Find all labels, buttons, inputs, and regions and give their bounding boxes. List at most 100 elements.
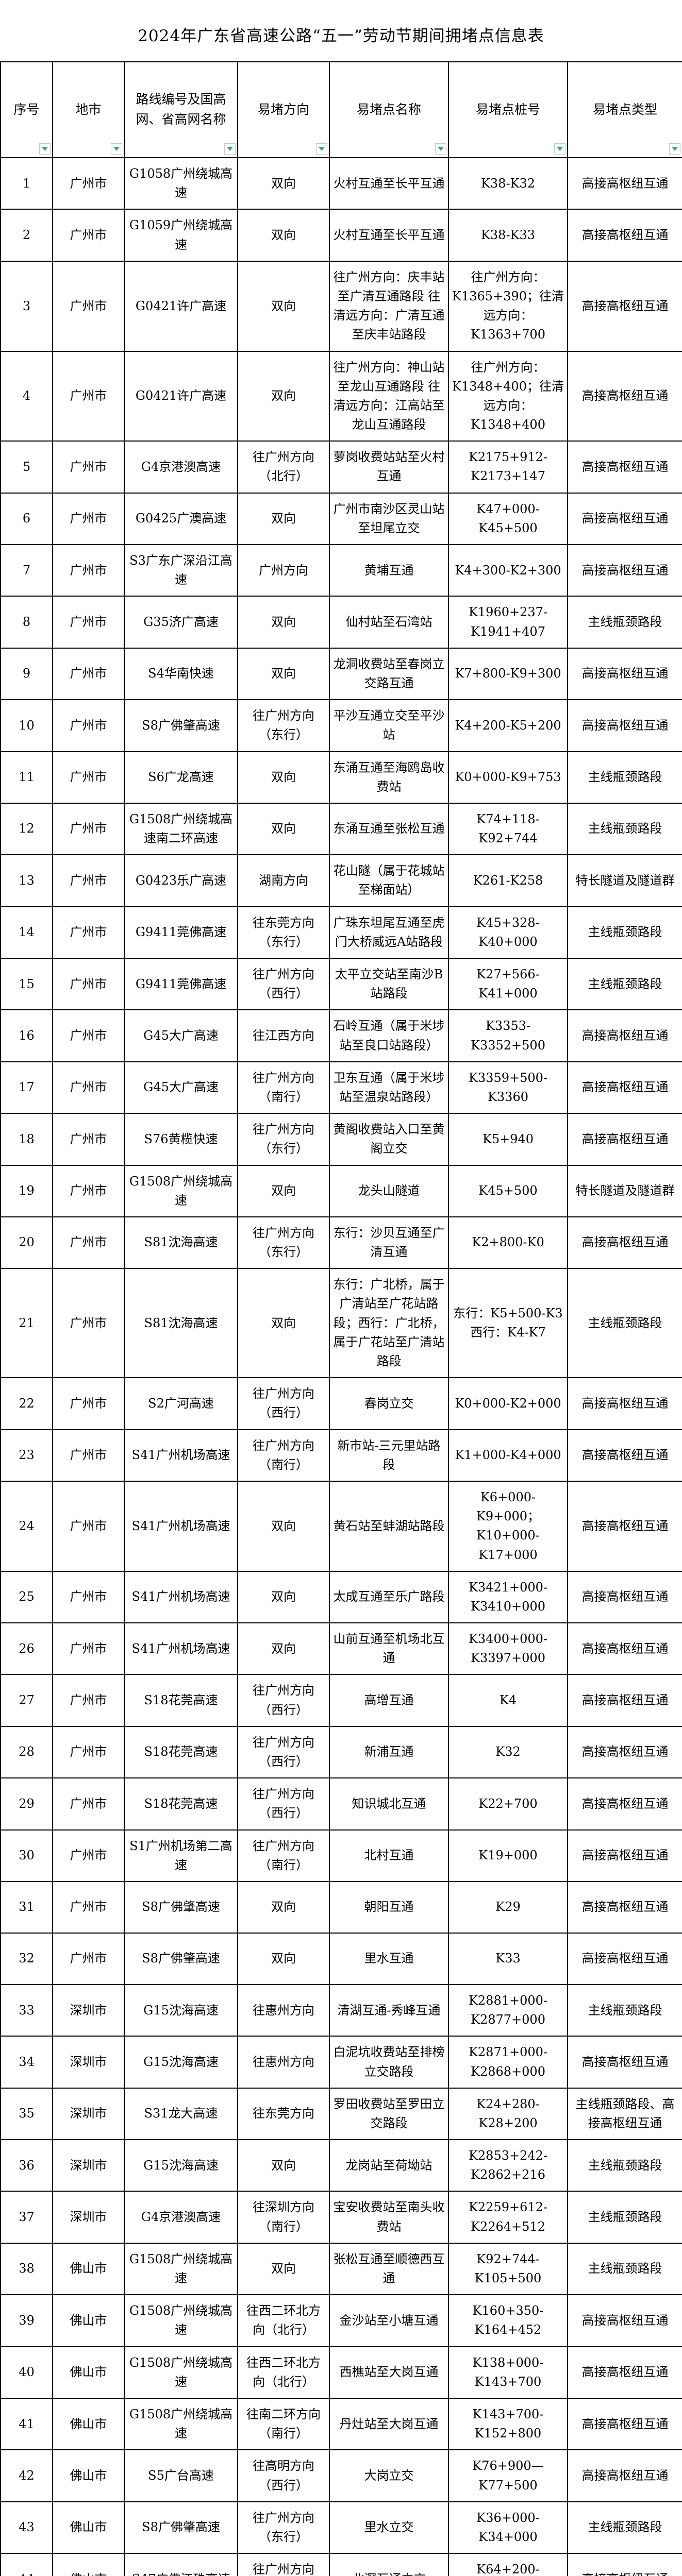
cell-city: 佛山市 bbox=[52, 2346, 125, 2399]
filter-dropdown-icon bbox=[227, 147, 233, 151]
cell-route: S81沈海高速 bbox=[124, 1216, 238, 1269]
cell-city: 广州市 bbox=[52, 492, 125, 546]
table-row: 44佛山市S47广佛江珠高速往广州方向（北行）北滘互通立交K64+200-K62… bbox=[0, 2553, 682, 2576]
filter-button-route[interactable] bbox=[224, 143, 236, 155]
cell-point-type: 特长隧道及隧道群 bbox=[567, 1164, 682, 1217]
cell-route: S81沈海高速 bbox=[124, 1268, 238, 1379]
cell-stake: K92+744-K105+500 bbox=[448, 2242, 568, 2296]
table-row: 33 深圳市 G15沈海高速 往惠州方向 清湖互通-秀峰互通 K2881+000-K287… bbox=[0, 1984, 682, 2037]
table-body: 1 广州市 G1058广州绕城高速 双向 火村互通至长平互通 K38-K32 高接高枢纽互通… bbox=[0, 157, 682, 2576]
filter-button-no[interactable] bbox=[39, 143, 51, 155]
cell-stake: K4 bbox=[448, 1674, 568, 1727]
cell-point-type: 高接高枢纽互通 bbox=[567, 1932, 682, 1985]
cell-point-name: 东行：广北桥，属于广清站至广花站路段；西行：广北桥，属于广花站至广清站路段 bbox=[329, 1268, 449, 1379]
table-row: 26 广州市 S41广州机场高速 双向 山前互通至机场北互通 K3400+000-K339… bbox=[0, 1622, 682, 1675]
cell-city: 广州市 bbox=[52, 350, 125, 442]
cell-stake: K138+000-K143+700 bbox=[448, 2346, 568, 2399]
filter-button-stake[interactable] bbox=[554, 143, 565, 155]
cell-point-name: 里水立交 bbox=[329, 2501, 449, 2554]
cell-city: 广州市 bbox=[52, 1268, 125, 1379]
cell-no: 29 bbox=[0, 1777, 53, 1831]
cell-stake: 往广州方向：K1365+390；往清远方向：K1363+700 bbox=[448, 260, 568, 352]
cell-direction: 往深圳方向（南行） bbox=[237, 2191, 330, 2244]
cell-point-name: 东涌互通至海鸥岛收费站 bbox=[329, 751, 449, 804]
cell-city: 广州市 bbox=[52, 1674, 125, 1727]
cell-point-name: 北村互通 bbox=[329, 1829, 449, 1882]
cell-point-name: 里水互通 bbox=[329, 1932, 449, 1985]
filter-button-point-name[interactable] bbox=[435, 143, 446, 155]
cell-route: S2广河高速 bbox=[124, 1377, 238, 1430]
cell-city: 广州市 bbox=[52, 906, 125, 959]
column-header-label: 序号 bbox=[13, 101, 40, 117]
cell-point-type: 主线瓶颈路段 bbox=[567, 2191, 682, 2244]
cell-direction: 往广州方向（北行） bbox=[237, 2553, 330, 2576]
cell-city: 深圳市 bbox=[52, 2036, 125, 2089]
filter-button-point-type[interactable] bbox=[669, 143, 680, 155]
cell-direction: 双向 bbox=[237, 647, 330, 701]
cell-route: S41广州机场高速 bbox=[124, 1570, 238, 1624]
cell-direction: 双向 bbox=[237, 1932, 330, 1985]
cell-point-name: 春岗立交 bbox=[329, 1377, 449, 1430]
cell-city: 广州市 bbox=[52, 260, 125, 352]
cell-route: S76黄榄快速 bbox=[124, 1113, 238, 1166]
column-header-point-name: 易堵点名称 bbox=[329, 61, 449, 158]
filter-button-direction[interactable] bbox=[316, 143, 327, 155]
cell-no: 2 bbox=[0, 209, 53, 262]
cell-point-type: 主线瓶颈路段 bbox=[567, 1268, 682, 1379]
cell-stake: K74+118-K92+744 bbox=[448, 802, 568, 856]
cell-stake: K1+000-K4+000 bbox=[448, 1429, 568, 1482]
cell-point-type: 主线瓶颈路段 bbox=[567, 802, 682, 856]
table-row: 19 广州市 G1508广州绕城高速 双向 龙头山隧道 K45+500 特长隧道及隧道群 bbox=[0, 1164, 682, 1217]
cell-route: S8广佛肇高速 bbox=[124, 699, 238, 752]
cell-point-type: 高接高枢纽互通 bbox=[567, 492, 682, 546]
cell-no: 21 bbox=[0, 1268, 53, 1379]
cell-no: 24 bbox=[0, 1480, 53, 1572]
cell-route: S6广龙高速 bbox=[124, 751, 238, 804]
cell-route: G1508广州绕城高速南二环高速 bbox=[124, 802, 238, 856]
table-row: 11 广州市 S6广龙高速 双向 东涌互通至海鸥岛收费站 K0+000-K9+753 主线瓶… bbox=[0, 751, 682, 804]
cell-route: S18花莞高速 bbox=[124, 1725, 238, 1779]
filter-dropdown-icon bbox=[113, 147, 120, 151]
cell-route: G1508广州绕城高速 bbox=[124, 2242, 238, 2296]
page-title: 2024年广东省高速公路“五一”劳动节期间拥堵点信息表 bbox=[138, 27, 544, 45]
cell-route: S41广州机场高速 bbox=[124, 1480, 238, 1572]
cell-stake: K32 bbox=[448, 1725, 568, 1779]
cell-direction: 往广州方向（西行） bbox=[237, 1377, 330, 1430]
cell-no: 5 bbox=[0, 440, 53, 494]
cell-point-name: 新市站-三元里站路段 bbox=[329, 1429, 449, 1482]
cell-no: 22 bbox=[0, 1377, 53, 1430]
cell-stake: K2871+000-K2868+000 bbox=[448, 2036, 568, 2089]
cell-direction: 往东莞方向 bbox=[237, 2087, 330, 2141]
cell-route: G15沈海高速 bbox=[124, 1984, 238, 2037]
cell-point-name: 龙头山隧道 bbox=[329, 1164, 449, 1217]
table-row: 40 佛山市 G1508广州绕城高速 往西二环北方向（北行） 西樵站至大岗互通 K138+… bbox=[0, 2346, 682, 2399]
cell-point-name: 黄石站至蚌湖站路段 bbox=[329, 1480, 449, 1572]
cell-direction: 往广州方向（西行） bbox=[237, 1725, 330, 1779]
cell-point-name: 东行：沙贝互通至广清互通 bbox=[329, 1216, 449, 1269]
table-row: 1 广州市 G1058广州绕城高速 双向 火村互通至长平互通 K38-K32 高接高枢纽互通 bbox=[0, 157, 682, 210]
cell-no: 18 bbox=[0, 1113, 53, 1166]
header-row: 序号 地市 路线编号及国高网、省高网名称 易堵方向 易堵点名称 bbox=[0, 61, 682, 158]
cell-no: 36 bbox=[0, 2139, 53, 2192]
column-header-stake: 易堵点桩号 bbox=[448, 61, 568, 158]
cell-no: 7 bbox=[0, 544, 53, 597]
cell-point-type: 高接高枢纽互通 bbox=[567, 1570, 682, 1624]
table-row: 18 广州市 S76黄榄快速 往广州方向（东行） 黄阁收费站入口至黄阁立交 K5+940 高… bbox=[0, 1113, 682, 1166]
table-row: 8 广州市 G35济广高速 双向 仙村站至石湾站 K1960+237-K1941+407 主… bbox=[0, 596, 682, 649]
table-row: 12 广州市 G1508广州绕城高速南二环高速 双向 东涌互通至张松互通 K74+118-… bbox=[0, 802, 682, 856]
cell-direction: 往广州方向（北行） bbox=[237, 440, 330, 494]
cell-stake: K7+800-K9+300 bbox=[448, 647, 568, 701]
table-row: 22 广州市 S2广河高速 往广州方向（西行） 春岗立交 K0+000-K2+000 高接高… bbox=[0, 1377, 682, 1430]
cell-no: 32 bbox=[0, 1932, 53, 1985]
cell-point-name: 新浦互通 bbox=[329, 1725, 449, 1779]
column-header-label: 路线编号及国高网、省高网名称 bbox=[136, 92, 226, 127]
column-header-direction: 易堵方向 bbox=[237, 61, 330, 158]
filter-button-city[interactable] bbox=[111, 143, 122, 155]
cell-city: 广州市 bbox=[52, 751, 125, 804]
cell-route: G1508广州绕城高速 bbox=[124, 2397, 238, 2451]
cell-stake: 往广州方向：K1348+400；往清远方向：K1348+400 bbox=[448, 350, 568, 442]
cell-point-type: 主线瓶颈路段 bbox=[567, 2501, 682, 2554]
cell-route: G1508广州绕城高速 bbox=[124, 2294, 238, 2347]
cell-point-type: 主线瓶颈路段 bbox=[567, 751, 682, 804]
table-row: 31 广州市 S8广佛肇高速 双向 朝阳互通 K29 高接高枢纽互通 bbox=[0, 1880, 682, 1934]
